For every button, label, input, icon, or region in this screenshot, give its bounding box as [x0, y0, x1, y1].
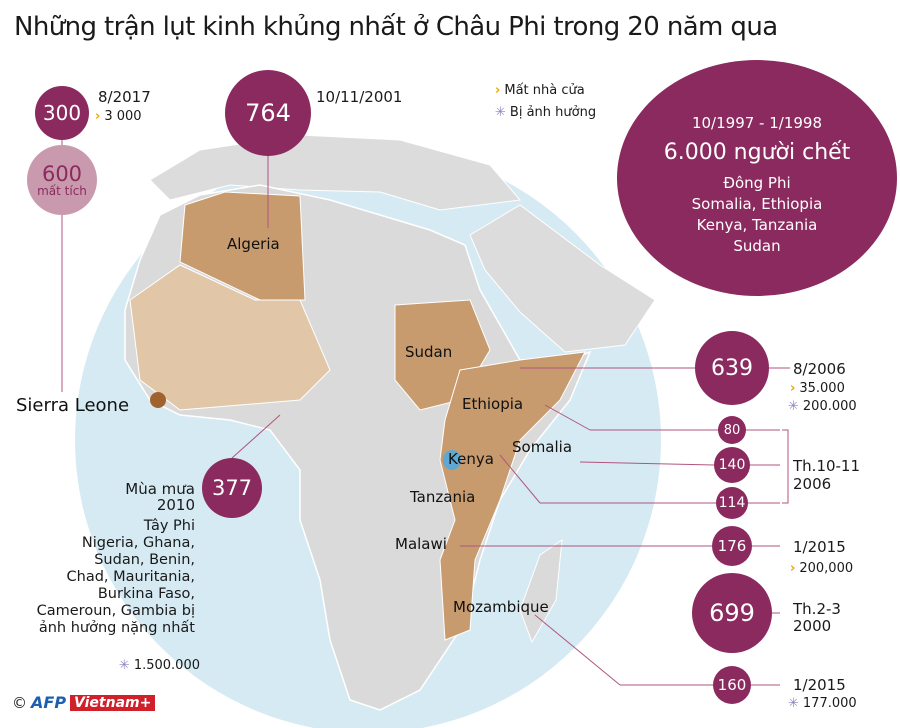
mozambique-2015-affected: ✳ 177.000: [788, 695, 857, 713]
east-africa-deaths: 6.000 người chết: [663, 140, 851, 165]
legend-affected-label: Bị ảnh hưởng: [509, 105, 597, 120]
ethiopia-homeless: › 35.000: [790, 380, 845, 398]
chevron-right-icon: ›: [790, 561, 796, 576]
copyright-symbol: ©: [12, 693, 27, 712]
west-africa-countries: Tây Phi Nigeria, Ghana, Sudan, Benin, Ch…: [37, 518, 195, 637]
mozambique-2000-date-2: 2000: [793, 617, 832, 635]
chevron-right-icon: ›: [495, 83, 501, 98]
bubble-somalia-deaths: 80: [718, 416, 746, 444]
east-africa-region: Đông Phi: [723, 174, 791, 192]
legend-homeless: › Mất nhà cửa: [495, 82, 585, 100]
east-africa-countries: Somalia, Ethiopia: [691, 195, 823, 213]
label-ethiopia: Ethiopia: [462, 395, 524, 413]
mozambique-2015-date: 1/2015: [793, 676, 846, 694]
bubble-sierra-leone-deaths: 300: [35, 86, 89, 140]
ethiopia-homeless-value: 35.000: [799, 381, 845, 396]
bubble-malawi-deaths: 176: [712, 526, 752, 566]
group-2006-date-1: Th.10-11: [793, 457, 861, 475]
arabia-land: [469, 204, 656, 353]
page-title: Những trận lụt kinh khủng nhất ở Châu Ph…: [14, 12, 778, 42]
credit: © AFP Vietnam+: [12, 693, 156, 712]
bubble-mozambique-2015-deaths: 160: [713, 666, 751, 704]
madagascar-land: [519, 538, 563, 644]
sierra-leone-date: 8/2017: [98, 88, 151, 106]
bubble-east-africa: 10/1997 - 1/1998 6.000 người chết Đông P…: [617, 60, 897, 296]
malawi-date: 1/2015: [793, 538, 846, 556]
east-africa-countries: Kenya, Tanzania: [696, 216, 818, 234]
east-africa-date: 10/1997 - 1/1998: [691, 114, 823, 132]
bubble-sierra-leone-missing: 600 mất tích: [27, 145, 97, 215]
asterisk-icon: ✳: [788, 696, 799, 711]
missing-value: 600: [41, 161, 83, 186]
bubble-west-africa-deaths: 377: [202, 458, 262, 518]
afp-logo: AFP: [31, 693, 67, 712]
label-kenya: Kenya: [448, 450, 494, 468]
malawi-homeless-value: 200,000: [799, 561, 854, 576]
legend-homeless-label: Mất nhà cửa: [504, 83, 585, 98]
west-africa-season-2: 2010: [156, 496, 195, 514]
west-africa-affected-value: 1.500.000: [133, 658, 200, 673]
label-tanzania: Tanzania: [410, 488, 476, 506]
west-africa-line: Burkina Faso,: [97, 586, 195, 602]
leader-lines: [61, 140, 790, 686]
bubble-mozambique-2000-deaths: 699: [692, 573, 772, 653]
west-africa-affected: ✳ 1.500.000: [119, 657, 200, 675]
asterisk-icon: ✳: [118, 658, 130, 673]
bubble-ethiopia-deaths: 639: [695, 331, 769, 405]
lake-victoria: [443, 450, 461, 470]
legend-affected: ✳ Bị ảnh hưởng: [495, 104, 596, 122]
west-africa-line: Tây Phi: [143, 518, 195, 534]
sierra-leone-homeless: › 3 000: [95, 108, 142, 126]
west-africa-line: ảnh hưởng nặng nhất: [38, 620, 195, 636]
algeria-date: 10/11/2001: [316, 88, 403, 106]
vietnamplus-logo: Vietnam+: [70, 694, 156, 711]
malawi-homeless: › 200,000: [790, 560, 853, 578]
west-africa-line: Sudan, Benin,: [94, 552, 195, 568]
label-sudan: Sudan: [405, 343, 453, 361]
mozambique-2000-date-1: Th.2-3: [793, 600, 841, 618]
label-algeria: Algeria: [227, 235, 280, 253]
missing-label: mất tích: [37, 183, 87, 198]
mozambique-2015-affected-value: 177.000: [802, 696, 857, 711]
sierra-leone-highlight: [150, 392, 166, 408]
label-malawi: Malawi: [395, 535, 447, 553]
ethiopia-date: 8/2006: [793, 360, 846, 378]
asterisk-icon: ✳: [495, 105, 506, 120]
asterisk-icon: ✳: [788, 399, 799, 414]
group-2006-date-2: 2006: [793, 475, 832, 493]
west-africa-line: Chad, Mauritania,: [66, 569, 195, 585]
ethiopia-affected-value: 200.000: [802, 399, 857, 414]
east-africa-highlight: [439, 351, 586, 641]
chevron-right-icon: ›: [790, 381, 796, 396]
west-africa-season-1: Mùa mưa: [125, 480, 195, 498]
bubble-algeria-deaths: 764: [225, 70, 311, 156]
east-africa-countries: Sudan: [733, 237, 781, 255]
ethiopia-affected: ✳ 200.000: [788, 398, 857, 416]
west-africa-line: Nigeria, Ghana,: [81, 535, 195, 551]
label-sierra-leone: Sierra Leone: [16, 395, 130, 416]
bubble-tanzania-deaths: 114: [716, 487, 748, 519]
algeria-highlight: [179, 191, 306, 301]
chevron-right-icon: ›: [95, 109, 101, 124]
bubble-kenya-deaths: 140: [714, 447, 750, 483]
label-somalia: Somalia: [512, 438, 573, 456]
sierra-leone-homeless-value: 3 000: [104, 109, 142, 124]
label-mozambique: Mozambique: [453, 598, 549, 616]
west-africa-line: Cameroun, Gambia bị: [36, 603, 195, 619]
